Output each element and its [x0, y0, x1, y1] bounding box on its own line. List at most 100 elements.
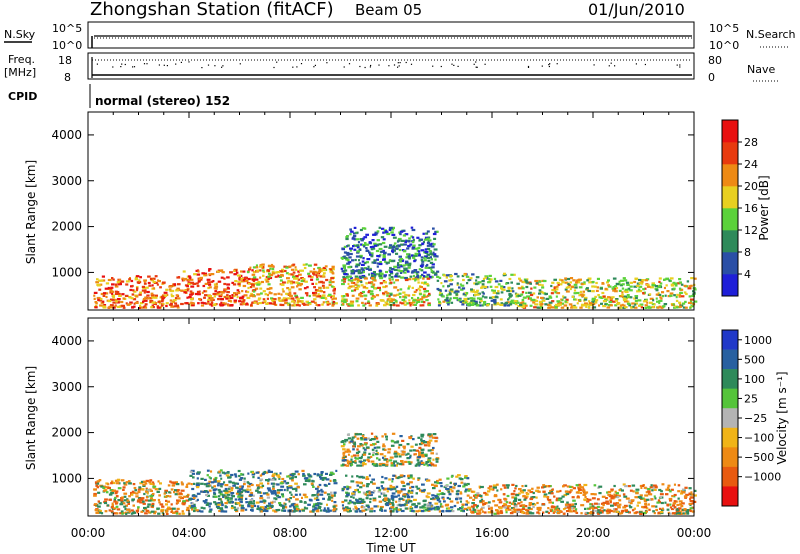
echo-cell: [428, 250, 432, 253]
echo-cell: [347, 287, 351, 290]
echo-cell: [399, 462, 403, 466]
echo-cell: [434, 255, 437, 258]
echo-cell: [630, 499, 635, 502]
echo-cell: [658, 301, 661, 305]
echo-cell: [333, 482, 338, 485]
echo-cell: [426, 492, 431, 495]
colorbar-tick-label: 12: [744, 224, 758, 237]
echo-cell: [400, 239, 405, 242]
echo-cell: [219, 469, 223, 472]
echo-cell: [437, 304, 441, 307]
echo-cell: [456, 275, 460, 278]
echo-cell: [481, 283, 485, 286]
echo-cell: [569, 287, 572, 291]
echo-cell: [250, 304, 253, 307]
echo-cell: [292, 505, 297, 508]
echo-cell: [203, 483, 208, 486]
echo-cell: [166, 500, 171, 503]
echo-cell: [621, 293, 624, 296]
echo-cell: [135, 509, 140, 512]
echo-cell: [403, 268, 407, 271]
echo-cell: [638, 281, 642, 285]
echo-cell: [635, 296, 638, 300]
echo-cell: [331, 303, 335, 306]
echo-cell: [127, 480, 131, 483]
echo-cell: [360, 239, 364, 242]
echo-cell: [234, 280, 238, 283]
range-tick-label: 1000: [51, 471, 82, 485]
echo-cell: [636, 284, 640, 287]
echo-cell: [362, 244, 366, 247]
echo-cell: [393, 249, 396, 252]
echo-cell: [373, 446, 377, 449]
echo-cell: [265, 492, 269, 495]
echo-cell: [386, 498, 391, 501]
echo-cell: [559, 489, 562, 493]
echo-cell: [97, 298, 100, 301]
echo-cell: [393, 464, 396, 467]
echo-cell: [216, 291, 220, 294]
echo-cell: [302, 263, 306, 266]
echo-cell: [626, 294, 630, 297]
echo-cell: [263, 500, 267, 503]
echo-cell: [145, 509, 150, 512]
echo-cell: [438, 293, 443, 296]
echo-cell: [646, 301, 649, 304]
echo-cell: [267, 283, 271, 286]
echo-cell: [160, 295, 165, 298]
echo-cell: [193, 506, 197, 510]
echo-cell: [283, 488, 286, 492]
echo-cell: [272, 299, 276, 303]
echo-cell: [413, 303, 417, 306]
echo-cell: [318, 269, 322, 272]
echo-cell: [245, 277, 248, 280]
echo-cell: [332, 286, 336, 289]
echo-cell: [652, 299, 655, 302]
echo-cell: [362, 447, 365, 450]
echo-cell: [384, 301, 388, 304]
echo-cell: [381, 487, 385, 490]
echo-cell: [417, 477, 421, 480]
echo-cell: [388, 459, 393, 462]
echo-cell: [145, 487, 148, 490]
echo-cell: [427, 503, 430, 506]
echo-cell: [170, 302, 173, 305]
echo-cell: [682, 302, 686, 305]
echo-cell: [227, 476, 231, 479]
echo-cell: [193, 273, 197, 276]
echo-cell: [362, 257, 365, 260]
echo-cell: [387, 487, 390, 490]
echo-cell: [369, 252, 374, 255]
echo-cell: [397, 446, 401, 449]
echo-cell: [545, 485, 549, 488]
echo-cell: [407, 240, 411, 243]
echo-cell: [293, 510, 296, 513]
nsearch-label: N.Search: [746, 28, 796, 41]
echo-cell: [388, 487, 392, 490]
echo-cell: [284, 302, 288, 305]
echo-cell: [409, 486, 412, 489]
echo-cell: [160, 508, 165, 511]
echo-cell: [629, 285, 633, 288]
echo-cell: [397, 237, 402, 241]
echo-cell: [522, 302, 527, 305]
echo-cell: [428, 303, 431, 307]
echo-cell: [486, 277, 489, 280]
echo-cell: [420, 510, 425, 513]
echo-cell: [584, 495, 587, 499]
echo-cell: [317, 266, 321, 270]
echo-cell: [472, 511, 475, 514]
echo-cell: [633, 285, 638, 288]
echo-cell: [422, 301, 426, 304]
echo-cell: [517, 502, 521, 505]
echo-cell: [291, 304, 294, 307]
echo-cell: [426, 284, 430, 287]
echo-cell: [253, 301, 257, 304]
echo-cell: [565, 298, 569, 301]
echo-cell: [202, 507, 206, 510]
echo-cell: [555, 507, 558, 510]
echo-cell: [277, 274, 280, 277]
echo-cell: [563, 512, 566, 515]
echo-cell: [436, 479, 439, 483]
echo-cell: [279, 283, 282, 286]
